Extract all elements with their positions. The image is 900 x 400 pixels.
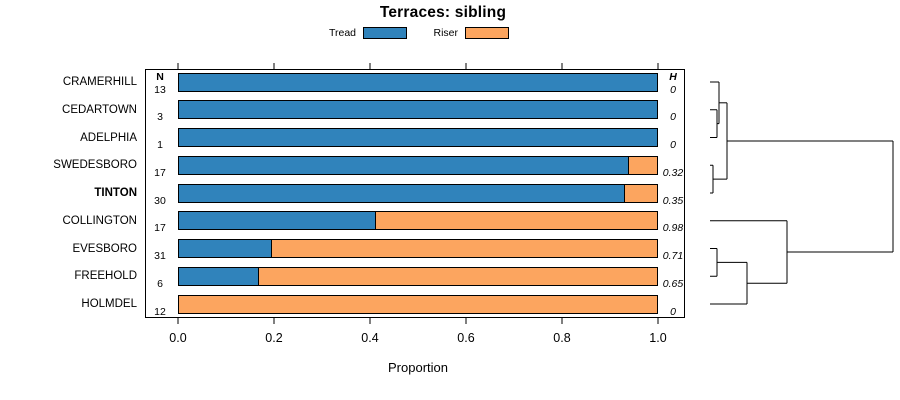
x-tick-label: 1.0	[649, 331, 667, 345]
h-column-header: H	[669, 71, 677, 83]
bar-segment-tread	[179, 129, 657, 146]
row-label-holmdel: HOLMDEL	[81, 298, 137, 310]
h-value: 0.65	[662, 277, 684, 290]
x-tick-label: 0.6	[457, 331, 475, 345]
bar-segment-tread	[179, 212, 376, 230]
stacked-bar-freehold	[178, 266, 658, 286]
n-value: 6	[157, 277, 163, 290]
stacked-bar-cedartown	[178, 100, 658, 120]
x-tick-label: 0.2	[265, 331, 283, 345]
stacked-bar-cramerhill	[178, 72, 658, 92]
bar-segment-tread	[179, 101, 657, 119]
n-value: 12	[154, 305, 166, 318]
row-label-cedartown: CEDARTOWN	[62, 103, 137, 116]
bar-segment-tread	[179, 156, 629, 174]
chart-title: Terraces: sibling	[379, 4, 507, 21]
n-value: 1	[157, 139, 163, 151]
x-tick-label: 0.0	[169, 331, 187, 345]
n-value: 31	[154, 250, 166, 262]
n-value: 3	[157, 111, 163, 124]
h-value: 0.98	[662, 222, 684, 235]
row-label-evesboro: EVESBORO	[72, 242, 137, 255]
h-value: 0.32	[662, 166, 684, 179]
h-value: 0	[670, 305, 676, 318]
x-tick-label: 0.4	[361, 331, 379, 345]
row-label-swedesboro: SWEDESBORO	[53, 159, 137, 172]
h-value: 0	[670, 139, 676, 151]
stacked-bar-swedesboro	[178, 155, 658, 175]
legend-label-tread: Tread	[328, 27, 356, 39]
stacked-bar-collington	[178, 211, 658, 231]
n-value: 17	[154, 166, 166, 179]
stacked-bar-adelphia	[178, 128, 658, 147]
h-value: 0.71	[662, 250, 684, 262]
n-column-header: N	[156, 71, 164, 83]
legend-swatch-tread-icon	[363, 27, 407, 39]
bar-segment-tread	[179, 184, 625, 202]
plot-area	[145, 69, 685, 318]
legend-label-riser: Riser	[433, 27, 458, 39]
stacked-bar-holmdel	[178, 294, 658, 314]
stacked-bar-evesboro	[178, 239, 658, 258]
h-value: 0	[670, 83, 676, 96]
n-value: 30	[154, 194, 166, 207]
bar-segment-tread	[179, 73, 657, 91]
n-value: 13	[154, 83, 166, 96]
row-label-collington: COLLINGTON	[62, 214, 137, 227]
row-label-freehold: FREEHOLD	[74, 270, 137, 283]
row-label-tinton: TINTON	[94, 187, 137, 199]
bar-segment-tread	[179, 267, 259, 285]
legend-swatch-riser-icon	[465, 27, 509, 39]
h-value: 0	[670, 111, 676, 124]
stacked-bar-tinton	[178, 183, 658, 203]
n-value: 17	[154, 222, 166, 235]
x-tick-label: 0.8	[553, 331, 571, 345]
row-label-cramerhill: CRAMERHILL	[62, 76, 137, 88]
h-value: 0.35	[662, 194, 684, 207]
row-label-adelphia: ADELPHIA	[80, 131, 137, 144]
x-axis-title: Proportion	[388, 360, 448, 375]
bar-segment-tread	[179, 240, 272, 257]
